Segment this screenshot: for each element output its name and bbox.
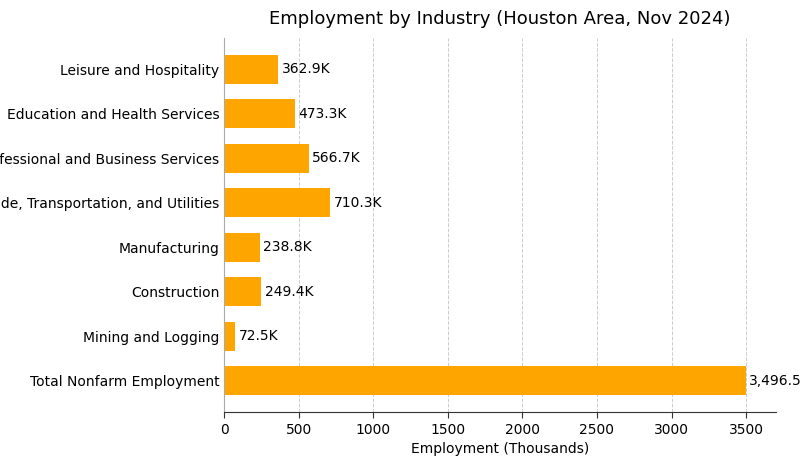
Text: 72.5K: 72.5K — [238, 329, 278, 343]
Bar — [224, 189, 330, 218]
Text: 566.7K: 566.7K — [312, 151, 361, 165]
Bar — [224, 55, 278, 84]
X-axis label: Employment (Thousands): Employment (Thousands) — [411, 442, 589, 456]
Text: 238.8K: 238.8K — [263, 240, 312, 255]
Text: 362.9K: 362.9K — [282, 63, 330, 76]
Bar — [224, 144, 309, 173]
Bar — [224, 233, 260, 262]
Text: 249.4K: 249.4K — [265, 285, 314, 299]
Bar — [224, 100, 294, 128]
Text: 3,496.5K: 3,496.5K — [750, 374, 800, 388]
Bar — [224, 322, 235, 351]
Title: Employment by Industry (Houston Area, Nov 2024): Employment by Industry (Houston Area, No… — [270, 10, 730, 28]
Bar — [224, 366, 746, 395]
Bar — [224, 277, 262, 306]
Text: 710.3K: 710.3K — [334, 196, 382, 210]
Text: 473.3K: 473.3K — [298, 107, 346, 121]
